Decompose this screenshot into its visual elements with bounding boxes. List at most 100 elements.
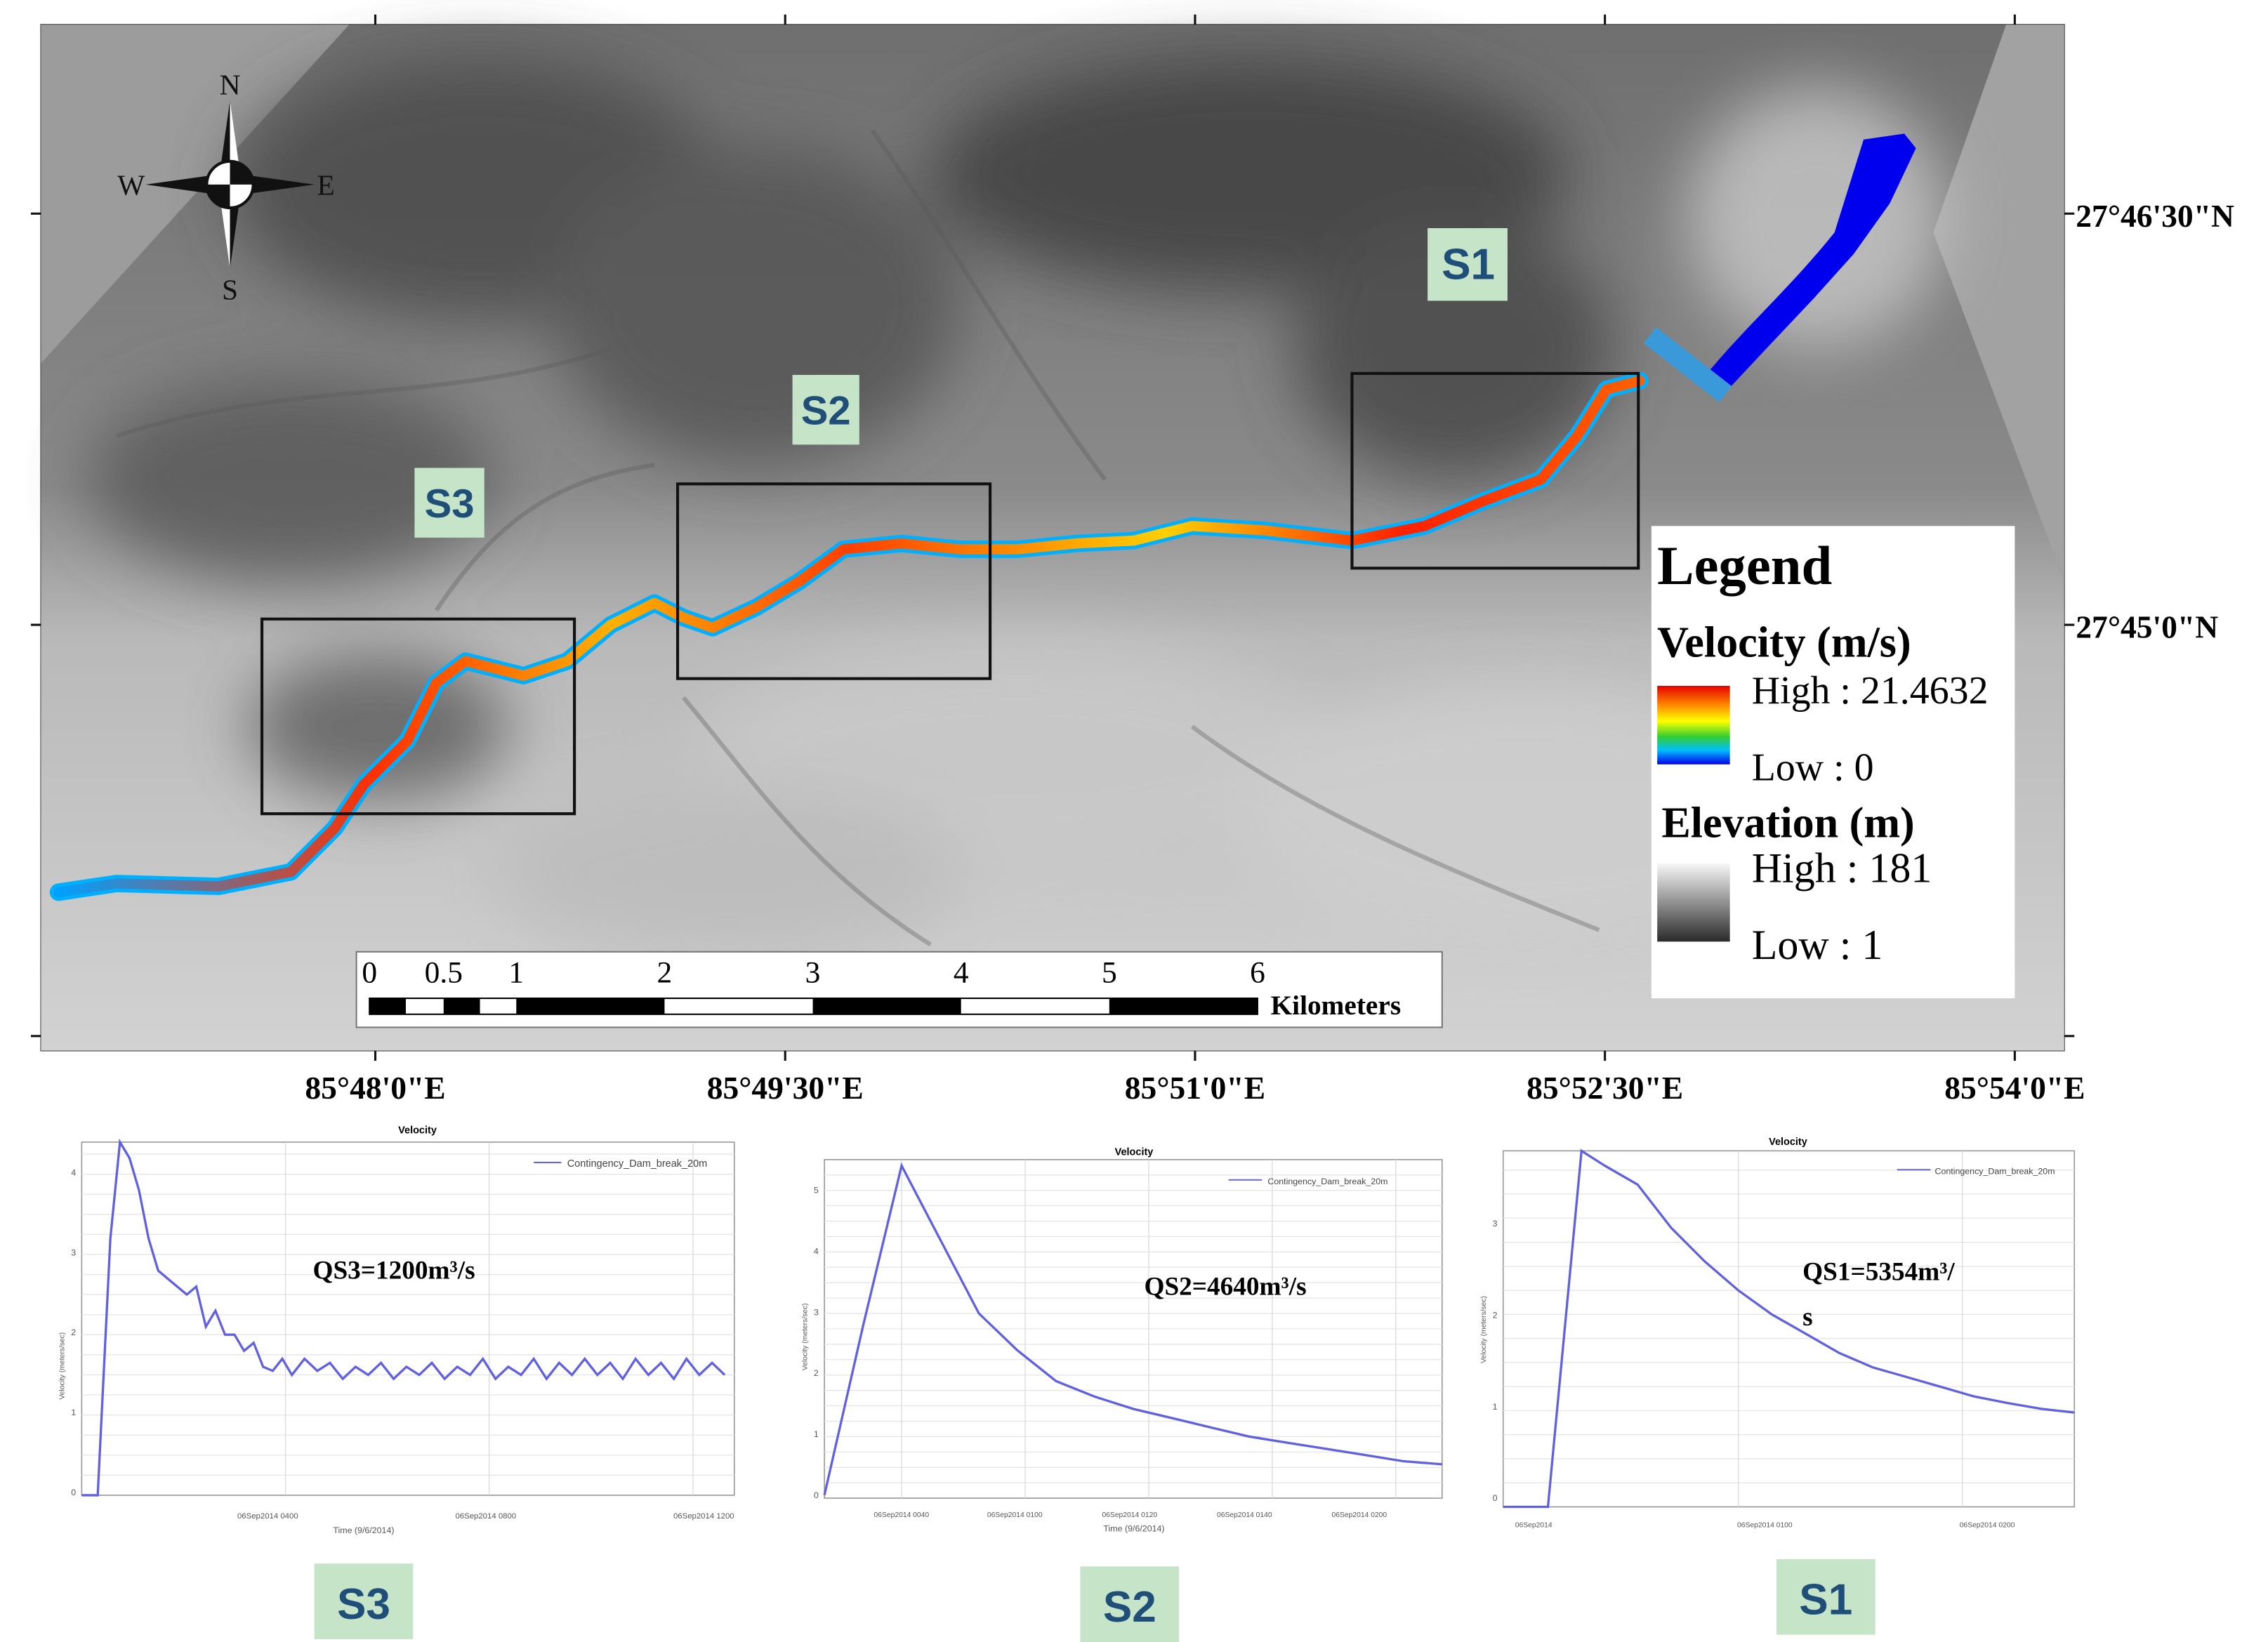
chart-s2: Velocity Contingency_Dam_break_20m QS2=4…	[792, 1147, 1447, 1642]
scale-tick-5: 5	[1102, 955, 1117, 989]
legend-elevation-title: Elevation (m)	[1661, 799, 1914, 847]
chart-s2-ytick-0: 0	[814, 1490, 819, 1500]
lon-label-3: 85°51'0"E	[1125, 1070, 1265, 1106]
chart-s2-ytick-2: 2	[814, 1368, 819, 1378]
chart-s3-xlabel: Time (9/6/2014)	[333, 1525, 394, 1535]
chart-s2-legend: Contingency_Dam_break_20m	[1267, 1177, 1387, 1186]
chart-s3-ytick-4: 4	[71, 1168, 76, 1178]
chart-s2-title: Velocity	[1115, 1147, 1154, 1158]
section-box-s1	[1350, 371, 1640, 570]
chart-s1-ytick-1: 1	[1493, 1402, 1498, 1412]
chart-s1-ytick-3: 3	[1493, 1219, 1498, 1229]
section-label-s1: S1	[1428, 227, 1508, 301]
scale-unit: Kilometers	[1271, 990, 1402, 1021]
lon-label-2: 85°49'30"E	[707, 1070, 864, 1106]
scale-tick-3: 3	[805, 955, 821, 989]
map-legend: Legend Velocity (m/s) High : 21.4632 Low…	[1651, 526, 2015, 999]
chart-s1-annotation-line1: QS1=5354m³/	[1802, 1258, 1955, 1287]
scale-tick-0-5: 0.5	[425, 955, 463, 989]
east-label: E	[317, 168, 334, 201]
chart-s1-caption: S1	[1799, 1576, 1852, 1624]
chart-s1-annotation-line2: s	[1802, 1303, 1813, 1332]
lon-label-4: 85°52'30"E	[1527, 1070, 1683, 1106]
south-label: S	[222, 273, 238, 305]
chart-s3-caption: S3	[337, 1580, 390, 1629]
chart-s2-xtick-1: 06Sep2014 0040	[873, 1511, 929, 1519]
scale-tick-6: 6	[1250, 955, 1265, 989]
scale-tick-2: 2	[657, 955, 673, 989]
lon-label-5: 85°54'0"E	[1944, 1070, 2085, 1106]
chart-s1-plot	[1502, 1148, 2076, 1509]
chart-s1-xtick-2: 06Sep2014 0100	[1737, 1521, 1793, 1529]
chart-s3-plot	[81, 1138, 735, 1497]
legend-elevation-low: Low : 1	[1752, 922, 1883, 968]
legend-velocity-high: High : 21.4632	[1752, 669, 1989, 713]
chart-s1-ylabel: Velocity (meters/sec)	[1480, 1296, 1488, 1363]
chart-s3-ytick-3: 3	[71, 1247, 76, 1257]
chart-s2-xtick-3: 06Sep2014 0120	[1102, 1511, 1157, 1519]
flood-flow-path	[49, 371, 1649, 901]
lon-label-1: 85°48'0"E	[305, 1070, 445, 1106]
chart-s2-velocity-series-line	[823, 1162, 1442, 1496]
chart-s3-ylabel: Velocity (meters/sec)	[59, 1332, 67, 1400]
section-label-s3: S3	[414, 468, 484, 538]
legend-velocity-title: Velocity (m/s)	[1657, 619, 1911, 667]
chart-s2-ytick-3: 3	[814, 1307, 819, 1317]
chart-s2-xtick-5: 06Sep2014 0200	[1331, 1511, 1387, 1519]
chart-s1-title: Velocity	[1769, 1137, 1807, 1148]
chart-s3-legend: Contingency_Dam_break_20m	[567, 1158, 707, 1170]
section-box-s2	[675, 482, 992, 680]
velocity-color-ramp	[1657, 685, 1730, 764]
upstream-reservoir	[1698, 133, 1916, 396]
legend-title: Legend	[1657, 536, 1832, 597]
chart-s3-annotation: QS3=1200m³/s	[313, 1257, 475, 1285]
chart-s3-title: Velocity	[398, 1125, 437, 1137]
chart-s1-ytick-0: 0	[1493, 1493, 1498, 1503]
scale-tick-0: 0	[362, 955, 377, 989]
chart-s3: Velocity Contingency_Dam_break_20m QS3=1…	[55, 1125, 739, 1639]
map-panel: S1 S2 S3 N S E W 0	[30, 14, 2234, 1106]
scale-tick-4: 4	[954, 955, 969, 989]
chart-s1-velocity-series-line	[1503, 1148, 2075, 1509]
west-label: W	[117, 168, 145, 201]
north-label: N	[220, 69, 241, 101]
dam-structure	[1643, 327, 1732, 403]
section-box-s3	[260, 617, 576, 816]
legend-velocity-low: Low : 0	[1752, 746, 1874, 790]
chart-s2-xtick-4: 06Sep2014 0140	[1217, 1511, 1272, 1519]
chart-s1-xtick-3: 06Sep2014 0200	[1960, 1521, 2015, 1529]
lat-label-2: 27°45'0"N	[2076, 609, 2218, 645]
chart-s2-plot	[823, 1158, 1443, 1499]
chart-s2-xtick-2: 06Sep2014 0100	[987, 1511, 1043, 1519]
chart-s3-xtick-1: 06Sep2014 0400	[237, 1512, 298, 1521]
svg-text:S1: S1	[1442, 240, 1495, 289]
elevation-color-ramp	[1657, 863, 1730, 942]
chart-s2-ytick-1: 1	[814, 1429, 819, 1439]
chart-s2-ytick-4: 4	[814, 1246, 819, 1256]
chart-s3-ytick-1: 1	[71, 1408, 76, 1417]
chart-s2-ylabel: Velocity (meters/sec)	[801, 1303, 809, 1370]
scale-bar: 0 0.5 1 2 3 4 5 6 Kilometers	[355, 951, 1443, 1028]
north-arrow: N S E W	[117, 69, 335, 306]
chart-s1-ytick-2: 2	[1493, 1310, 1498, 1320]
chart-s2-ytick-5: 5	[814, 1185, 819, 1195]
scale-tick-1: 1	[508, 955, 524, 989]
chart-s3-xtick-3: 06Sep2014 1200	[673, 1512, 734, 1521]
chart-s3-ytick-2: 2	[71, 1327, 76, 1337]
lat-label-1: 27°46'30"N	[2076, 198, 2234, 234]
svg-text:S3: S3	[425, 482, 475, 527]
chart-s1: Velocity Contingency_Dam_break_20m QS1=5…	[1479, 1133, 2079, 1635]
chart-s2-caption: S2	[1103, 1583, 1156, 1631]
chart-s3-xtick-2: 06Sep2014 0800	[455, 1512, 516, 1521]
chart-s3-ytick-0: 0	[71, 1488, 76, 1497]
legend-elevation-high: High : 181	[1752, 845, 1932, 891]
chart-s1-xtick-1: 06Sep2014	[1515, 1521, 1552, 1529]
svg-text:S2: S2	[801, 388, 851, 433]
chart-s3-velocity-series-line	[81, 1138, 726, 1497]
section-label-s2: S2	[792, 375, 859, 445]
coordinate-ticks	[30, 14, 2075, 1061]
chart-s2-xlabel: Time (9/6/2014)	[1103, 1524, 1164, 1534]
chart-s2-annotation: QS2=4640m³/s	[1144, 1272, 1306, 1301]
chart-s1-legend: Contingency_Dam_break_20m	[1935, 1166, 2055, 1176]
